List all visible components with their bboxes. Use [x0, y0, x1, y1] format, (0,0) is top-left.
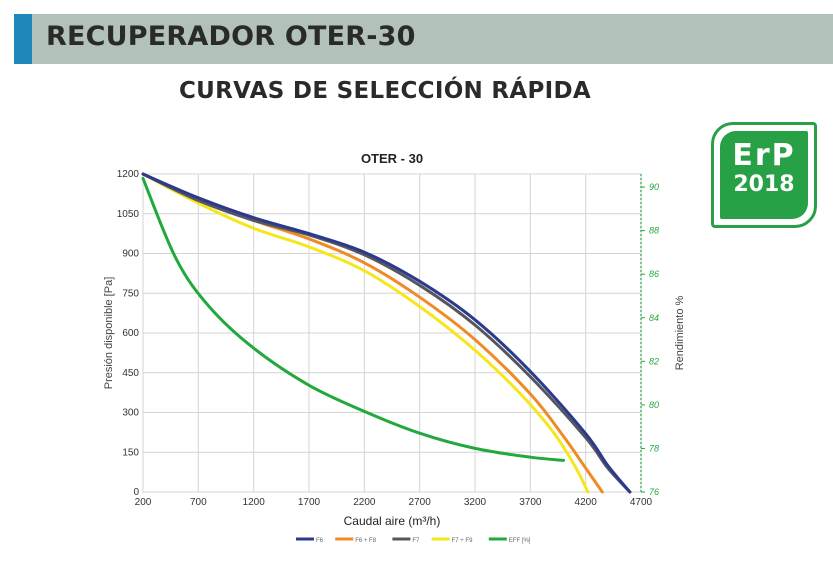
x-tick-label: 4700 [630, 497, 653, 508]
legend-label: F6 + F8 [355, 538, 377, 544]
y-tick-label: 900 [122, 249, 139, 260]
y2-tick-label: 76 [649, 487, 659, 497]
y2-tick-label: 78 [649, 443, 659, 453]
header-bar [14, 14, 833, 64]
y2-tick-label: 82 [649, 356, 659, 366]
y2-axis-label: Rendimiento % [674, 295, 686, 370]
y-tick-label: 1050 [117, 209, 140, 220]
page-title: RECUPERADOR OTER-30 [46, 21, 416, 52]
x-tick-label: 1700 [298, 497, 321, 508]
series-line-eff [141, 176, 565, 462]
x-tick-label: 3200 [464, 497, 487, 508]
y-tick-label: 150 [122, 447, 139, 458]
y2-tick-label: 84 [649, 313, 659, 323]
x-tick-label: 700 [190, 497, 207, 508]
legend-label: F6 [316, 538, 324, 544]
header-accent-stripe [14, 14, 32, 64]
y2-tick-label: 88 [649, 226, 659, 236]
y-tick-label: 300 [122, 408, 139, 419]
x-tick-label: 4200 [575, 497, 598, 508]
erp-2018-badge: ErP 2018 [711, 122, 817, 228]
y2-tick-label: 80 [649, 400, 659, 410]
x-tick-label: 3700 [519, 497, 542, 508]
y2-tick-label: 90 [649, 182, 659, 192]
y-tick-label: 0 [133, 487, 139, 498]
x-tick-label: 1200 [243, 497, 266, 508]
x-tick-label: 200 [135, 497, 152, 508]
x-axis-label: Caudal aire (m³/h) [344, 514, 441, 528]
series-line-f7 [141, 172, 632, 494]
legend-label: EFF [%] [509, 538, 531, 544]
y-tick-label: 1200 [117, 169, 140, 180]
x-tick-label: 2700 [409, 497, 432, 508]
legend-label: F7 + F9 [452, 538, 474, 544]
y-tick-label: 450 [122, 368, 139, 379]
y2-tick-label: 86 [649, 269, 659, 279]
y-tick-label: 600 [122, 328, 139, 339]
section-subtitle: CURVAS DE SELECCIÓN RÁPIDA [178, 78, 592, 104]
series-line-f6 [141, 172, 632, 494]
erp-badge-inner: ErP 2018 [720, 131, 808, 219]
chart-title: OTER - 30 [361, 151, 423, 166]
legend-label: F7 [412, 538, 420, 544]
y-tick-label: 750 [122, 288, 139, 299]
x-tick-label: 2200 [353, 497, 376, 508]
erp-badge-line1: ErP [732, 138, 796, 173]
erp-badge-line2: 2018 [733, 172, 795, 197]
series-line-f7-f9 [141, 172, 590, 494]
y-axis-label: Presión disponible [Pa] [103, 277, 115, 390]
